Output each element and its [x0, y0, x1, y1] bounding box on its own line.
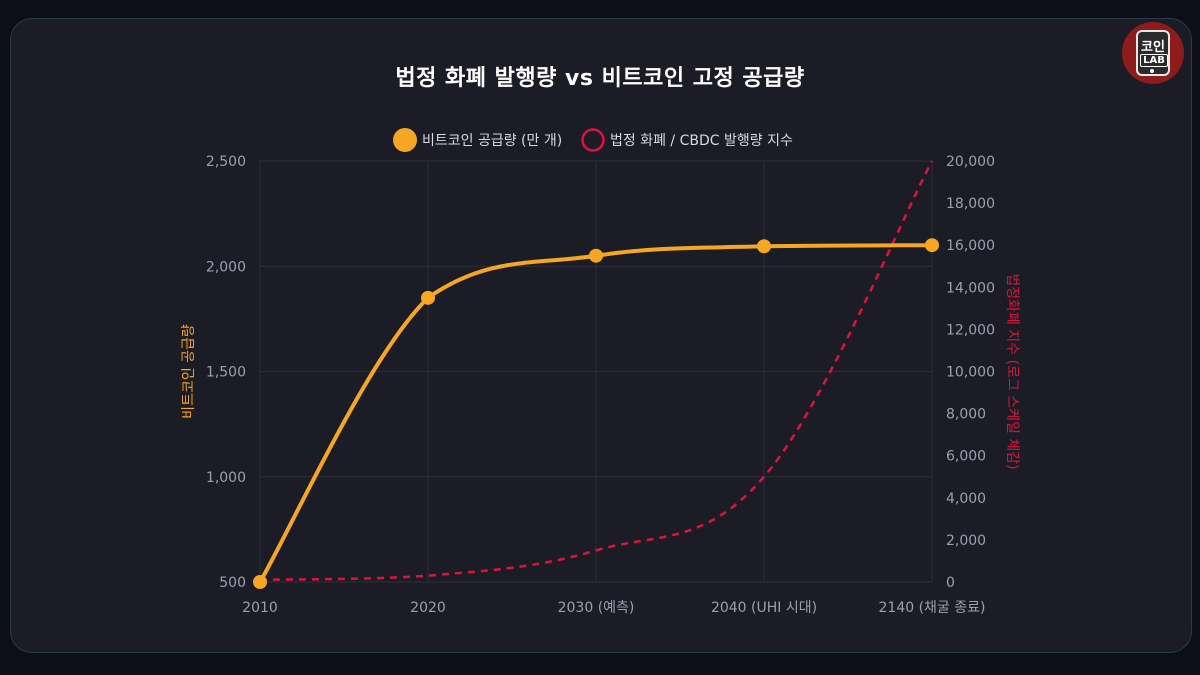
- y-left-axis-title: 비트코인 공급량: [181, 324, 197, 419]
- legend-label-fiat: 법정 화폐 / CBDC 발행량 지수: [610, 133, 793, 149]
- y-right-tick-label: 0: [946, 575, 955, 591]
- grid: [259, 160, 933, 583]
- y-right-tick-label: 12,000: [946, 322, 995, 338]
- bitcoin-series-line: [258, 243, 933, 584]
- y-right-tick-label: 14,000: [946, 280, 995, 296]
- bitcoin-point: [421, 290, 435, 305]
- series: [253, 160, 939, 589]
- y-left-tick-label: 500: [219, 575, 246, 591]
- y-right-tick-label: 16,000: [946, 238, 995, 254]
- x-tick-label: 2140 (채굴 종료): [879, 600, 986, 616]
- legend-item-fiat[interactable]: 법정 화폐 / CBDC 발행량 지수: [581, 128, 793, 152]
- y-right-tick-label: 20,000: [946, 154, 995, 170]
- y-right-tick-label: 8,000: [946, 407, 986, 423]
- legend-item-bitcoin[interactable]: 비트코인 공급량 (만 개): [393, 128, 562, 152]
- y-right-tick-label: 4,000: [946, 491, 986, 507]
- y-left-tick-label: 1,000: [206, 470, 246, 486]
- fiat-point: [427, 574, 430, 577]
- chart-card: [10, 18, 1192, 653]
- axes: 500 1,000 1,500 2,000 2,500 2010 2020 2030 (예측)…: [181, 154, 1020, 616]
- y-right-tick-label: 18,000: [946, 196, 995, 212]
- y-right-tick-label: 10,000: [946, 365, 995, 381]
- legend[interactable]: 비트코인 공급량 (만 개) 법정 화폐 / CBDC 발행량 지수: [393, 128, 793, 152]
- logo-text-lab: LAB: [1140, 54, 1168, 67]
- y-left-tick-label: 2,000: [206, 259, 246, 275]
- x-tick-label: 2040 (UHI 시대): [711, 600, 817, 616]
- fiat-series-line: [259, 160, 934, 582]
- legend-marker-fiat: [581, 128, 605, 152]
- x-tick-label: 2020: [410, 600, 446, 616]
- legend-label-bitcoin: 비트코인 공급량 (만 개): [422, 133, 562, 149]
- fiat-point: [931, 160, 934, 163]
- x-tick-label: 2030 (예측): [558, 600, 635, 616]
- y-left-tick-label: 1,500: [206, 365, 246, 381]
- bitcoin-point: [757, 239, 771, 254]
- phone-icon: 코인 LAB: [1136, 30, 1170, 76]
- coinlab-logo: 코인 LAB: [1122, 22, 1184, 84]
- bitcoin-point: [589, 248, 603, 263]
- logo-text-coin: 코인: [1141, 40, 1165, 55]
- y-right-tick-label: 2,000: [946, 533, 986, 549]
- phone-button-icon: [1150, 69, 1154, 73]
- x-tick-label: 2010: [242, 600, 278, 616]
- chart-title: 법정 화폐 발행량 vs 비트코인 고정 공급량: [395, 66, 805, 91]
- bitcoin-point: [253, 575, 267, 589]
- fiat-point: [595, 549, 598, 552]
- fiat-point: [763, 475, 766, 478]
- y-right-tick-label: 6,000: [946, 449, 986, 465]
- y-right-axis-title: 법정화폐 지수 (로그 스케일 체감): [1004, 273, 1020, 469]
- legend-marker-bitcoin: [393, 128, 417, 152]
- y-left-tick-label: 2,500: [206, 154, 246, 170]
- bitcoin-point: [925, 238, 939, 253]
